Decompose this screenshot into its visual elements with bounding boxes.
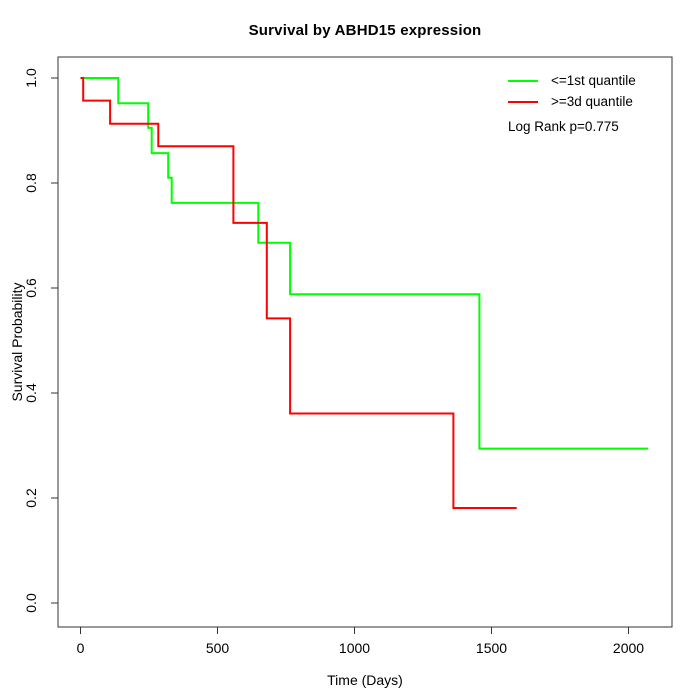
log-rank-annotation: Log Rank p=0.775	[508, 119, 619, 134]
survival-curve-1	[80, 77, 517, 509]
x-tick-label: 1000	[339, 640, 370, 656]
x-tick-label: 500	[206, 640, 230, 656]
x-tick-label: 1500	[476, 640, 507, 656]
legend-swatch-0	[508, 79, 538, 82]
survival-curve-0	[80, 77, 649, 450]
legend-item-high-quantile: >=3d quantile	[508, 91, 636, 112]
y-tick-label: 0.0	[23, 593, 39, 613]
x-axis-title: Time (Days)	[327, 672, 403, 688]
x-tick-label: 0	[77, 640, 85, 656]
legend: <=1st quantile >=3d quantile Log Rank p=…	[508, 70, 636, 134]
legend-swatch-1	[508, 100, 538, 103]
y-tick-label: 1.0	[23, 68, 39, 88]
y-tick-label: 0.4	[23, 383, 39, 403]
plot-box	[57, 56, 673, 628]
y-tick-label: 0.8	[23, 173, 39, 193]
legend-item-low-quantile: <=1st quantile	[508, 70, 636, 91]
y-axis-title: Survival Probability	[9, 282, 25, 402]
legend-label-0: <=1st quantile	[551, 73, 636, 88]
chart-title: Survival by ABHD15 expression	[248, 22, 482, 39]
legend-label-1: >=3d quantile	[551, 94, 633, 109]
y-tick-label: 0.2	[23, 488, 39, 508]
y-tick-label: 0.6	[23, 278, 39, 298]
x-tick-label: 2000	[613, 640, 644, 656]
